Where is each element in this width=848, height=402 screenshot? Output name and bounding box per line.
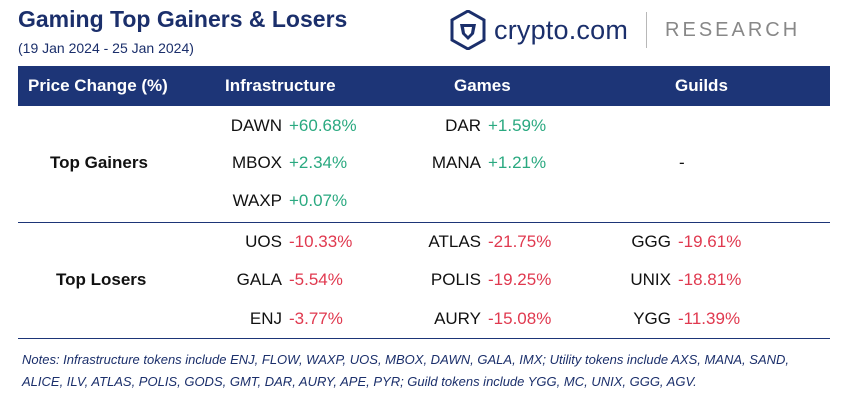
crypto-com-lion-icon — [450, 10, 486, 50]
price-change: -19.25% — [488, 270, 552, 289]
column-header-games: Games — [454, 76, 511, 95]
token-name: MANA — [431, 153, 481, 172]
research-label: RESEARCH — [665, 18, 801, 41]
price-change: +0.07% — [289, 191, 348, 210]
logo-divider — [646, 12, 648, 48]
column-header-infrastructure: Infrastructure — [225, 76, 336, 95]
price-change: -3.77% — [289, 309, 343, 328]
price-change: -15.08% — [488, 309, 552, 328]
price-change: +60.68% — [289, 116, 357, 135]
price-change: +1.59% — [488, 116, 547, 135]
price-change: -10.33% — [289, 232, 353, 251]
price-change: -5.54% — [289, 270, 343, 289]
token-name: UOS — [245, 232, 282, 251]
price-change: -11.39% — [678, 309, 741, 328]
column-header-price-change: Price Change (%) — [28, 76, 168, 95]
row-label-top-losers: Top Losers — [56, 270, 147, 289]
price-change: +2.34% — [289, 153, 348, 172]
token-name: YGG — [633, 309, 671, 328]
token-name: AURY — [434, 309, 481, 328]
token-name: DAR — [445, 116, 481, 135]
token-name: GGG — [631, 232, 671, 251]
token-name: DAWN — [230, 116, 282, 135]
footnote: Notes: Infrastructure tokens include ENJ… — [22, 352, 789, 389]
column-header-guilds: Guilds — [675, 76, 728, 95]
price-change: -21.75% — [488, 232, 552, 251]
row-label-top-gainers: Top Gainers — [50, 153, 148, 172]
brand-name: crypto.com — [494, 14, 629, 45]
token-name: ATLAS — [428, 232, 481, 251]
guilds-no-gainers: - — [679, 153, 685, 172]
date-range: (19 Jan 2024 - 25 Jan 2024) — [18, 40, 194, 56]
row-divider — [18, 222, 830, 223]
page-title: Gaming Top Gainers & Losers — [18, 6, 348, 32]
price-change: +1.21% — [488, 153, 547, 172]
price-change: -18.81% — [678, 270, 742, 289]
token-name: UNIX — [630, 270, 671, 289]
token-name: ENJ — [249, 309, 282, 328]
price-change: -19.61% — [678, 232, 742, 251]
token-name: MBOX — [231, 153, 282, 172]
token-name: POLIS — [430, 270, 481, 289]
token-name: GALA — [236, 270, 282, 289]
token-name: WAXP — [232, 191, 282, 210]
table-header: Price Change (%) Infrastructure Games Gu… — [18, 66, 830, 106]
crypto-com-logo: crypto.com RESEARCH — [450, 10, 800, 50]
table-bottom-rule — [18, 338, 830, 339]
